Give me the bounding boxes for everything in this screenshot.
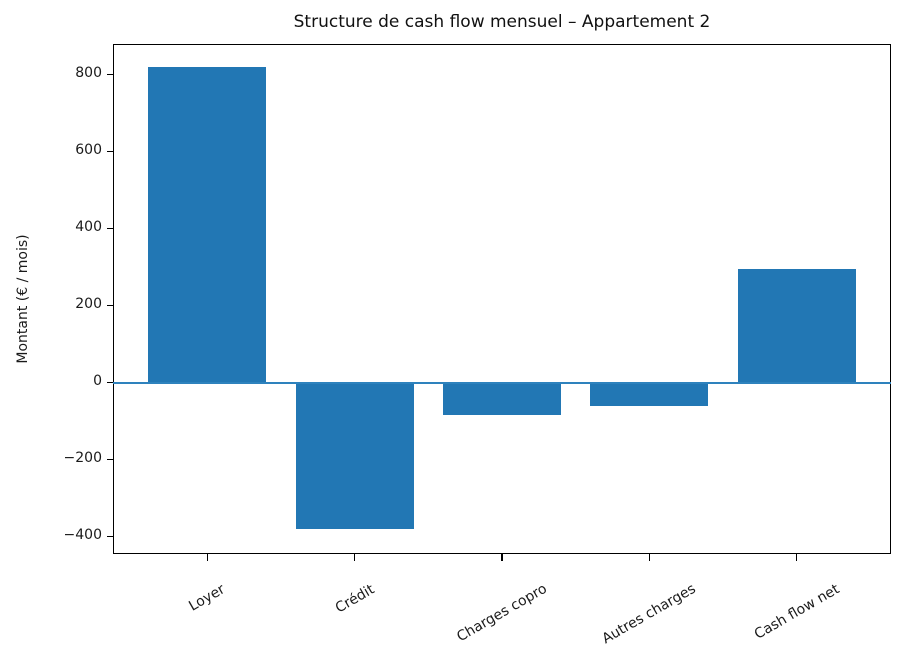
plot-area	[113, 44, 891, 554]
y-tick-label: 200	[75, 295, 102, 312]
y-tick-mark	[106, 228, 113, 230]
y-tick-mark	[106, 382, 113, 384]
y-tick-mark	[106, 74, 113, 76]
x-tick-mark	[648, 554, 651, 561]
x-tick-label-charges-copro: Charges copro	[454, 581, 550, 646]
x-tick-mark	[501, 554, 503, 561]
y-tick-mark	[106, 458, 113, 461]
y-tick-mark	[106, 151, 113, 153]
chart-title: Structure de cash flow mensuel – Apparte…	[293, 12, 711, 32]
bar-charges-copro	[443, 382, 561, 416]
y-tick-mark	[106, 535, 113, 538]
y-tick-label: −400	[63, 526, 102, 543]
y-tick-label: 800	[75, 64, 102, 81]
x-tick-label-autres-charges: Autres charges	[599, 581, 699, 648]
bar-credit	[295, 382, 414, 529]
zero-line	[113, 381, 891, 384]
bar-cash-flow-net	[737, 269, 856, 383]
x-tick-label-credit: Crédit	[332, 581, 377, 616]
x-tick-mark	[206, 554, 208, 561]
y-tick-mark	[106, 305, 113, 307]
x-tick-label-loyer: Loyer	[186, 581, 229, 615]
bar-autres-charges	[590, 382, 709, 406]
x-tick-mark	[795, 554, 798, 561]
bar-loyer	[148, 67, 267, 383]
y-tick-label: 400	[75, 218, 102, 235]
y-tick-label: 600	[75, 141, 102, 158]
x-tick-label-cash-flow-net: Cash flow net	[751, 581, 842, 643]
y-tick-label: 0	[93, 372, 102, 389]
x-tick-mark	[353, 554, 356, 561]
y-tick-label: −200	[63, 449, 102, 466]
